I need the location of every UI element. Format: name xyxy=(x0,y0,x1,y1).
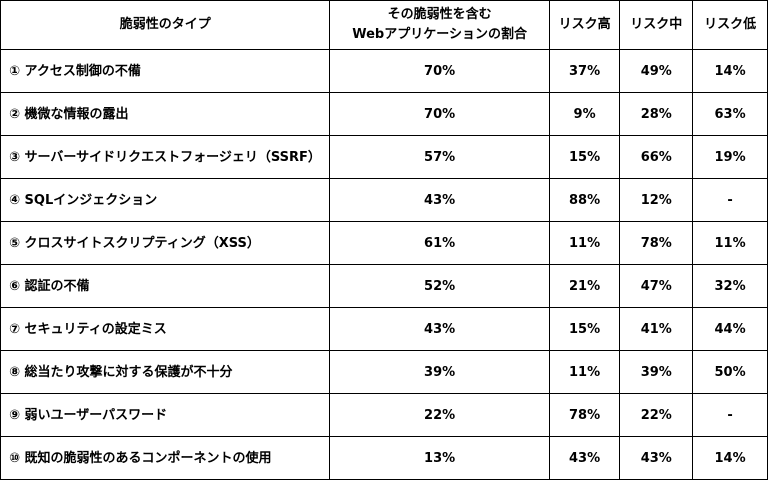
risk-mid-cell: 39% xyxy=(619,350,694,394)
vulnerability-name-cell: ⑦ セキュリティの設定ミス xyxy=(0,307,331,351)
table-row: ⑧ 総当たり攻撃に対する保護が不十分 39% 11% 39% 50% xyxy=(0,350,768,394)
risk-high-cell: 15% xyxy=(548,307,621,351)
share-cell: 13% xyxy=(329,436,550,480)
risk-high-cell: 11% xyxy=(548,221,621,265)
share-cell: 43% xyxy=(329,307,550,351)
header-row: 脆弱性のタイプ その脆弱性を含む Webアプリケーションの割合 リスク高 リスク… xyxy=(0,0,768,50)
vulnerability-name-cell: ⑩ 既知の脆弱性のあるコンポーネントの使用 xyxy=(0,436,331,480)
header-risk-low: リスク低 xyxy=(692,0,768,50)
header-share: その脆弱性を含む Webアプリケーションの割合 xyxy=(329,0,550,50)
vulnerability-name-cell: ⑥ 認証の不備 xyxy=(0,264,331,308)
risk-low-cell: 19% xyxy=(692,135,768,179)
risk-low-cell: 50% xyxy=(692,350,768,394)
header-share-line1: その脆弱性を含む xyxy=(387,7,492,22)
risk-mid-cell: 28% xyxy=(619,92,694,136)
risk-high-cell: 9% xyxy=(548,92,621,136)
risk-high-cell: 15% xyxy=(548,135,621,179)
risk-mid-cell: 78% xyxy=(619,221,694,265)
share-cell: 61% xyxy=(329,221,550,265)
risk-mid-cell: 47% xyxy=(619,264,694,308)
share-cell: 70% xyxy=(329,92,550,136)
table-row: ⑨ 弱いユーザーパスワード 22% 78% 22% - xyxy=(0,393,768,437)
share-cell: 43% xyxy=(329,178,550,222)
share-cell: 52% xyxy=(329,264,550,308)
risk-high-cell: 78% xyxy=(548,393,621,437)
vulnerability-name-cell: ⑧ 総当たり攻撃に対する保護が不十分 xyxy=(0,350,331,394)
risk-mid-cell: 41% xyxy=(619,307,694,351)
table-row: ④ SQLインジェクション 43% 88% 12% - xyxy=(0,178,768,222)
vulnerability-name-cell: ① アクセス制御の不備 xyxy=(0,49,331,93)
vulnerability-name-cell: ⑤ クロスサイトスクリプティング（XSS） xyxy=(0,221,331,265)
table-row: ② 機微な情報の露出 70% 9% 28% 63% xyxy=(0,92,768,136)
risk-high-cell: 11% xyxy=(548,350,621,394)
header-risk-mid: リスク中 xyxy=(619,0,694,50)
risk-low-cell: 14% xyxy=(692,49,768,93)
share-cell: 39% xyxy=(329,350,550,394)
risk-mid-cell: 49% xyxy=(619,49,694,93)
risk-high-cell: 88% xyxy=(548,178,621,222)
table-row: ⑥ 認証の不備 52% 21% 47% 32% xyxy=(0,264,768,308)
risk-low-cell: 44% xyxy=(692,307,768,351)
table-row: ① アクセス制御の不備 70% 37% 49% 14% xyxy=(0,49,768,93)
risk-high-cell: 43% xyxy=(548,436,621,480)
vulnerability-name-cell: ④ SQLインジェクション xyxy=(0,178,331,222)
vulnerability-name-cell: ③ サーバーサイドリクエストフォージェリ（SSRF） xyxy=(0,135,331,179)
header-risk-high: リスク高 xyxy=(548,0,621,50)
table-row: ⑩ 既知の脆弱性のあるコンポーネントの使用 13% 43% 43% 14% xyxy=(0,436,768,480)
risk-mid-cell: 22% xyxy=(619,393,694,437)
risk-low-cell: 32% xyxy=(692,264,768,308)
share-cell: 57% xyxy=(329,135,550,179)
risk-low-cell: 63% xyxy=(692,92,768,136)
risk-mid-cell: 66% xyxy=(619,135,694,179)
table-row: ⑤ クロスサイトスクリプティング（XSS） 61% 11% 78% 11% xyxy=(0,221,768,265)
vulnerability-name-cell: ② 機微な情報の露出 xyxy=(0,92,331,136)
share-cell: 22% xyxy=(329,393,550,437)
risk-mid-cell: 12% xyxy=(619,178,694,222)
risk-high-cell: 21% xyxy=(548,264,621,308)
risk-mid-cell: 43% xyxy=(619,436,694,480)
header-type: 脆弱性のタイプ xyxy=(0,0,331,50)
risk-high-cell: 37% xyxy=(548,49,621,93)
table-row: ⑦ セキュリティの設定ミス 43% 15% 41% 44% xyxy=(0,307,768,351)
risk-low-cell: - xyxy=(692,178,768,222)
vulnerability-name-cell: ⑨ 弱いユーザーパスワード xyxy=(0,393,331,437)
table-row: ③ サーバーサイドリクエストフォージェリ（SSRF） 57% 15% 66% 19% xyxy=(0,135,768,179)
risk-low-cell: 14% xyxy=(692,436,768,480)
header-share-line2: Webアプリケーションの割合 xyxy=(352,27,527,42)
share-cell: 70% xyxy=(329,49,550,93)
risk-low-cell: 11% xyxy=(692,221,768,265)
risk-low-cell: - xyxy=(692,393,768,437)
